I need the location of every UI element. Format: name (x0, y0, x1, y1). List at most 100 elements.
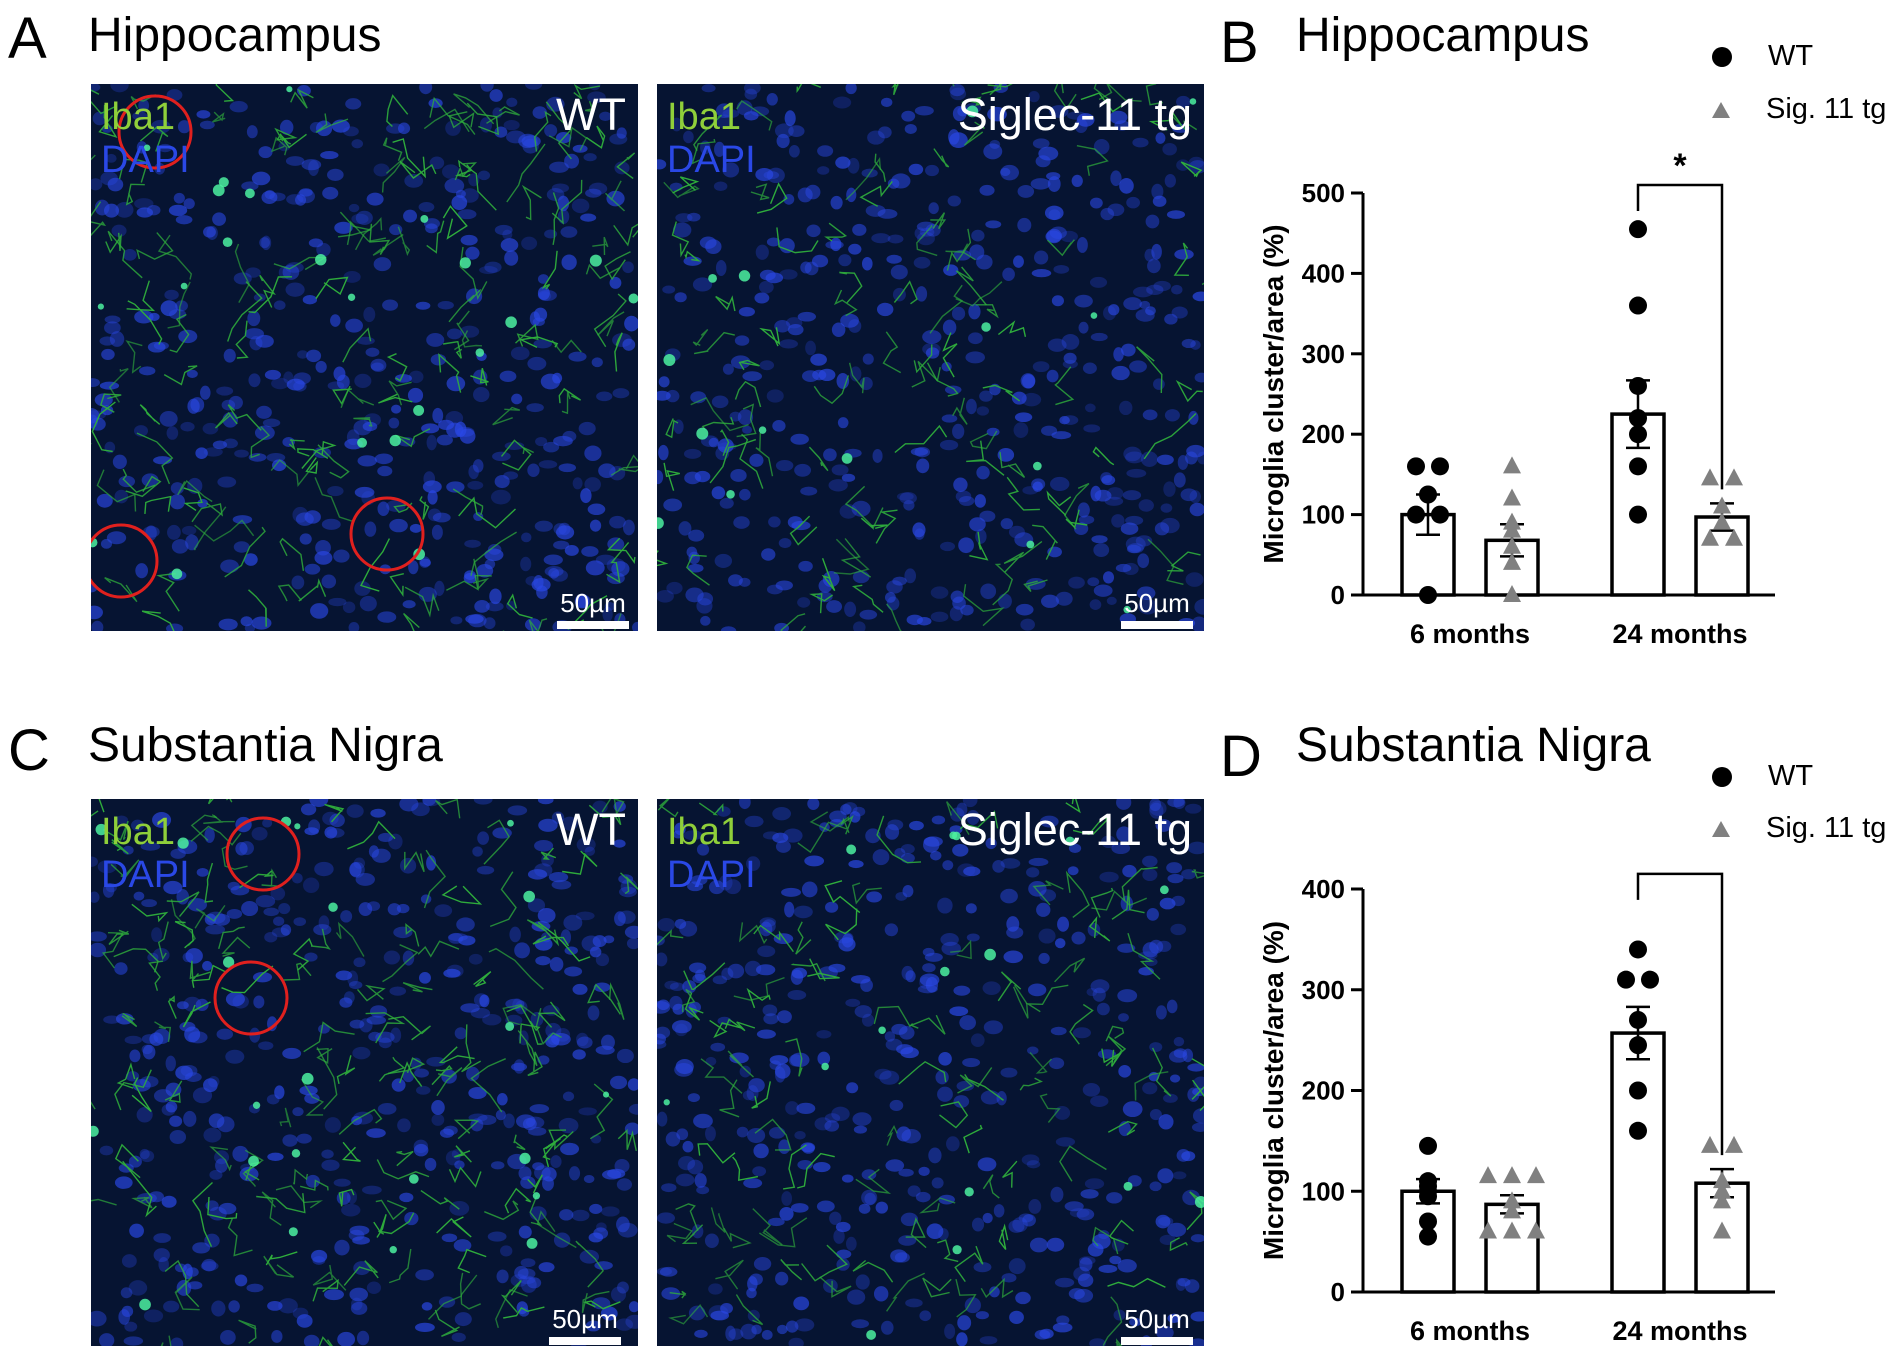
nucleus (852, 1112, 872, 1126)
microglia-process (582, 1300, 621, 1310)
nucleus (107, 177, 124, 192)
microglia-process (720, 429, 730, 456)
nucleus (1153, 378, 1165, 390)
nucleus (754, 292, 770, 304)
nucleus (851, 500, 871, 517)
nucleus (1120, 522, 1139, 535)
microglia-process (526, 919, 560, 947)
nucleus (759, 360, 775, 371)
microglia-process (417, 940, 460, 958)
nucleus (1052, 1322, 1073, 1333)
microglia-process (1147, 538, 1184, 585)
microglia-soma (223, 956, 235, 968)
microglia-soma (696, 427, 709, 440)
genotype-label-tg: Siglec-11 tg (957, 804, 1192, 855)
y-tick-label: 100 (1302, 500, 1345, 530)
microglia-process (686, 554, 710, 586)
nucleus (92, 111, 107, 126)
nucleus (383, 950, 401, 965)
nucleus (350, 1301, 368, 1315)
microglia-process (736, 403, 757, 438)
nucleus (757, 945, 776, 958)
nucleus (833, 1229, 845, 1244)
nucleus (841, 1174, 854, 1183)
microglia-process (136, 432, 174, 485)
data-point-tg (1527, 1166, 1545, 1184)
nucleus (851, 1319, 870, 1329)
nucleus (899, 491, 917, 505)
panel-title-b: Hippocampus (1296, 9, 1590, 62)
nucleus (341, 1203, 361, 1217)
microglia-process (533, 110, 552, 152)
microglia-soma (171, 568, 183, 580)
nucleus (884, 923, 899, 937)
nucleus (244, 328, 265, 340)
microglia-process (288, 438, 305, 451)
nucleus (441, 1233, 458, 1243)
nucleus (572, 144, 588, 153)
nucleus (928, 1147, 942, 1164)
microglia-process (420, 1190, 460, 1210)
microglia-process (797, 821, 847, 854)
data-point-tg (1503, 1201, 1521, 1219)
nucleus (1159, 897, 1176, 910)
nucleus (91, 605, 103, 620)
nucleus (402, 1070, 414, 1083)
nucleus (572, 477, 583, 490)
nucleus (1129, 1317, 1142, 1327)
nucleus (535, 436, 548, 447)
nucleus (744, 88, 758, 100)
nucleus (969, 244, 985, 260)
microglia-process (157, 921, 169, 961)
microglia-process (1107, 1120, 1138, 1136)
nucleus (915, 286, 928, 302)
nucleus (248, 373, 261, 388)
nucleus (1151, 183, 1164, 200)
nucleus (1048, 209, 1061, 221)
nucleus (529, 1104, 550, 1114)
nucleus (854, 1005, 872, 1018)
microglia-soma (964, 1187, 974, 1197)
microglia-process (839, 815, 854, 835)
nucleus (1160, 503, 1173, 513)
nucleus (246, 1283, 264, 1293)
microglia-process (1032, 524, 1058, 560)
nucleus (901, 110, 916, 122)
nucleus (1138, 598, 1158, 615)
microglia-process (527, 1174, 543, 1194)
microglia-process (166, 891, 200, 918)
nucleus (352, 1046, 371, 1060)
microglia-process (825, 908, 858, 941)
nucleus (1147, 258, 1161, 274)
nucleus (558, 522, 571, 536)
nucleus (593, 982, 611, 993)
nucleus (711, 395, 729, 409)
nucleus (1049, 105, 1069, 118)
nucleus (367, 901, 381, 912)
nucleus (564, 545, 579, 556)
nucleus (399, 799, 419, 812)
microglia-process (359, 538, 391, 592)
nucleus (694, 1329, 708, 1338)
nucleus (942, 319, 957, 336)
nucleus (1059, 415, 1070, 425)
nucleus (606, 558, 626, 573)
nucleus (922, 963, 936, 973)
nucleus (859, 609, 878, 620)
data-point-wt (1419, 1187, 1437, 1206)
nucleus (349, 1225, 370, 1236)
microglia-process (715, 295, 736, 312)
nucleus (617, 1281, 629, 1294)
microglia-process (1173, 242, 1189, 276)
nucleus (464, 539, 481, 548)
nucleus (1192, 1108, 1204, 1124)
microglia-soma (1123, 605, 1131, 614)
microglia-soma (1033, 461, 1042, 471)
nucleus (1090, 1095, 1109, 1107)
microglia-process (125, 183, 145, 206)
nucleus (1138, 499, 1154, 512)
nucleus (500, 1245, 513, 1257)
nucleus (977, 1157, 997, 1172)
nucleus (845, 998, 861, 1007)
data-point-wt (1407, 505, 1425, 524)
